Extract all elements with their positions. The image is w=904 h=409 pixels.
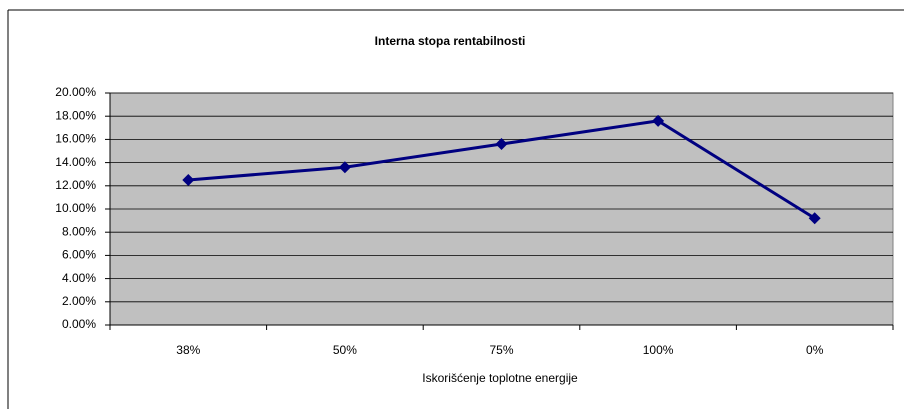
y-tick-label: 14.00% [55, 155, 96, 169]
y-tick-label: 8.00% [62, 224, 96, 238]
y-tick-label: 2.00% [62, 294, 96, 308]
marker [652, 114, 665, 127]
y-tick-label: 0.00% [62, 317, 96, 331]
y-tick-label: 4.00% [62, 271, 96, 285]
x-tick-label: 100% [643, 343, 674, 357]
y-tick-label: 10.00% [55, 201, 96, 215]
marker [182, 174, 195, 186]
marker [808, 212, 821, 225]
x-tick-label: 50% [333, 343, 357, 357]
x-axis-label: Iskorišćenje toplotne energije [422, 371, 578, 385]
y-tick-label: 20.00% [55, 85, 96, 99]
x-tick-label: 38% [176, 343, 200, 357]
y-tick-label: 12.00% [55, 178, 96, 192]
x-tick-label: 75% [489, 343, 513, 357]
marker [338, 161, 351, 174]
x-tick-label: 0% [806, 343, 824, 357]
y-tick-label: 6.00% [62, 248, 96, 262]
marker [495, 138, 508, 151]
y-tick-label: 18.00% [55, 108, 96, 122]
chart-title: Interna stopa rentabilnosti [375, 34, 526, 48]
y-tick-label: 16.00% [55, 132, 96, 146]
